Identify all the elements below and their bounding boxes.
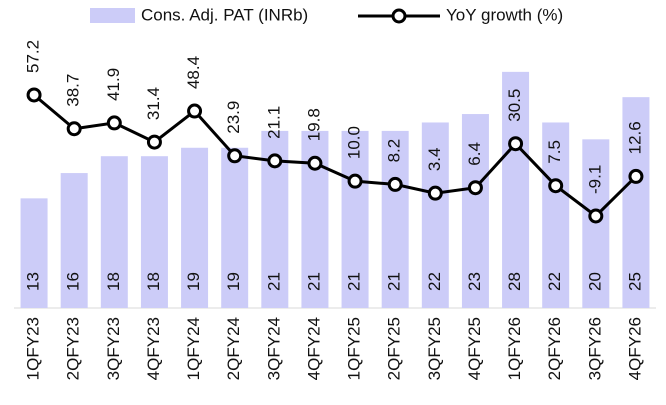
bar-label: 21	[385, 272, 404, 291]
bar-label: 16	[64, 272, 83, 291]
x-tick-label: 1QFY24	[184, 317, 203, 380]
line-marker	[387, 176, 403, 192]
line-marker	[508, 136, 524, 152]
line-label: 3.4	[425, 148, 444, 172]
bar	[20, 198, 48, 308]
line-label: -9.1	[585, 165, 604, 194]
line-label: 41.9	[104, 68, 123, 101]
x-tick-label: 1QFY26	[505, 317, 524, 380]
line-label: 57.2	[24, 40, 43, 73]
bar	[181, 147, 209, 308]
legend-label: YoY growth (%)	[446, 5, 563, 24]
line-label: 19.8	[304, 108, 323, 141]
line-marker	[106, 115, 122, 131]
line-label: 6.4	[465, 142, 484, 166]
line-marker	[467, 180, 483, 196]
x-tick-label: 3QFY25	[425, 317, 444, 380]
bar	[341, 130, 369, 308]
line-label: 48.4	[184, 56, 203, 89]
bar-label: 22	[425, 272, 444, 291]
x-tick-label: 3QFY26	[585, 317, 604, 380]
line-label: 7.5	[545, 140, 564, 164]
line-marker	[427, 185, 443, 201]
line-marker	[628, 168, 644, 184]
bar	[502, 71, 530, 308]
x-tick-label: 1QFY23	[24, 317, 43, 380]
bar-label: 18	[144, 272, 163, 291]
bar	[221, 147, 249, 308]
line-label: 23.9	[224, 101, 243, 134]
x-tick-label: 4QFY25	[465, 317, 484, 380]
line-marker	[26, 87, 42, 103]
line-marker	[267, 153, 283, 169]
line-marker	[146, 134, 162, 150]
line-marker	[227, 148, 243, 164]
bar	[60, 173, 88, 308]
line-label: 8.2	[385, 139, 404, 163]
x-tick-label: 1QFY25	[345, 317, 364, 380]
x-tick-label: 3QFY24	[264, 317, 283, 380]
x-tick-label: 2QFY23	[64, 317, 83, 380]
line-marker	[548, 178, 564, 194]
x-tick-label: 4QFY26	[625, 317, 644, 380]
line	[33, 93, 637, 218]
x-tick-label: 2QFY25	[385, 317, 404, 380]
bar	[622, 97, 650, 309]
x-tick-label: 2QFY24	[224, 317, 243, 380]
line-label: 21.1	[264, 106, 283, 139]
bar-label: 21	[264, 272, 283, 291]
legend-swatch	[90, 8, 135, 23]
bar	[100, 156, 128, 308]
line-marker	[66, 121, 82, 137]
bar-label: 19	[184, 272, 203, 291]
bar	[582, 139, 610, 308]
bar-label: 18	[104, 272, 123, 291]
x-tick-label: 4QFY23	[144, 317, 163, 380]
line-marker	[187, 103, 203, 119]
bar-label: 19	[224, 272, 243, 291]
line-label: 38.7	[64, 74, 83, 107]
bar	[421, 122, 449, 308]
line-marker	[347, 173, 363, 189]
legend-marker	[391, 8, 407, 24]
bar	[381, 130, 409, 308]
bar	[461, 114, 489, 309]
x-tick-label: 3QFY23	[104, 317, 123, 380]
line-marker	[307, 155, 323, 171]
bar-label: 13	[24, 272, 43, 291]
x-tick-label: 2QFY26	[545, 317, 564, 380]
line-marker	[588, 208, 604, 224]
bar-label: 22	[545, 272, 564, 291]
bar-label: 23	[465, 272, 484, 291]
line-label: 12.6	[625, 121, 644, 154]
bar-label: 28	[505, 272, 524, 291]
line-label: 30.5	[505, 89, 524, 122]
bar	[542, 122, 570, 308]
bar-label: 21	[345, 272, 364, 291]
line-label: 31.4	[144, 87, 163, 120]
x-tick-label: 4QFY24	[304, 317, 323, 380]
line-label: 10.0	[345, 126, 364, 159]
bar-label: 25	[625, 272, 644, 291]
bar-label: 21	[304, 272, 323, 291]
legend-label: Cons. Adj. PAT (INRb)	[141, 5, 308, 24]
bar	[140, 156, 168, 308]
bar-label: 20	[585, 272, 604, 291]
